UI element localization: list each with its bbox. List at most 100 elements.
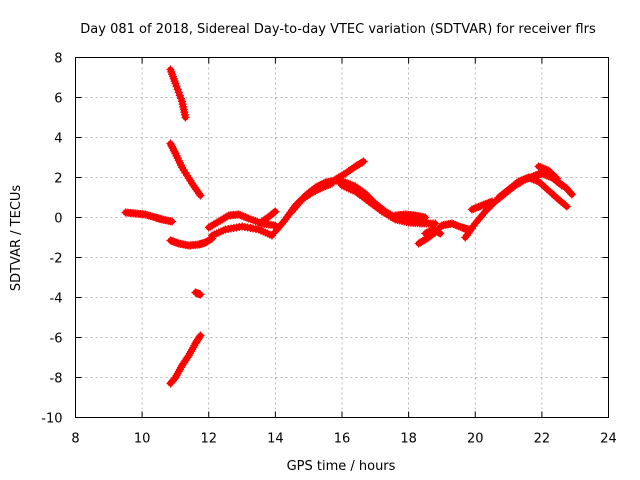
data-point [291, 203, 300, 212]
data-point [477, 211, 486, 220]
x-tick-labels: 8 10 12 14 16 18 20 22 24 [71, 432, 616, 447]
data-point [196, 191, 205, 200]
data-point [204, 223, 213, 232]
data-point [311, 186, 320, 195]
series-arc-a [121, 208, 177, 226]
data-point [476, 213, 485, 222]
series-arc-r [467, 197, 496, 214]
data-point [219, 214, 228, 223]
chart-title: Day 081 of 2018, Sidereal Day-to-day VTE… [80, 22, 596, 37]
data-point [167, 141, 176, 150]
x-tick-label: 8 [71, 432, 79, 447]
data-point [451, 220, 460, 229]
data-point [306, 189, 315, 198]
data-point [321, 182, 330, 191]
data-point [279, 217, 288, 226]
data-point [293, 201, 302, 210]
data-point [238, 211, 247, 220]
y-tick-label: 6 [54, 92, 62, 107]
data-point [319, 182, 328, 191]
data-point [169, 146, 178, 155]
data-point [539, 164, 548, 173]
y-tick-labels: 8 6 4 2 0 -2 -4 -6 -8 -10 [41, 52, 62, 427]
data-point [519, 175, 528, 184]
data-point [239, 212, 248, 221]
data-point [551, 173, 560, 182]
data-point [447, 219, 456, 228]
series-arc-s [494, 173, 571, 211]
data-point [472, 217, 481, 226]
data-point [536, 163, 545, 172]
data-point [454, 222, 463, 231]
data-point [211, 219, 220, 228]
data-point [477, 201, 486, 210]
data-point [206, 222, 215, 231]
data-point [541, 165, 550, 174]
y-tick-label: 8 [54, 52, 62, 67]
data-point [358, 158, 367, 167]
data-point [218, 215, 227, 224]
data-point [467, 205, 476, 214]
data-point [516, 176, 525, 185]
x-tick-label: 14 [267, 432, 284, 447]
y-tick-label: 2 [54, 172, 62, 187]
data-point [562, 202, 571, 211]
data-point [276, 221, 285, 230]
series-arc-e [191, 288, 205, 299]
data-point [537, 163, 546, 172]
data-point [328, 179, 337, 188]
data-point [436, 229, 445, 238]
series-arc-t [534, 162, 561, 183]
x-tick-label: 24 [600, 432, 617, 447]
data-point [208, 221, 217, 230]
data-point [190, 341, 199, 350]
data-point [481, 200, 490, 209]
data-point [274, 223, 283, 232]
data-point [331, 175, 340, 184]
data-point [333, 174, 342, 183]
data-point [294, 199, 303, 208]
data-point [526, 174, 535, 183]
data-point [221, 213, 230, 222]
x-tick-label: 18 [400, 432, 417, 447]
x-tick-label: 20 [467, 432, 484, 447]
data-point [561, 201, 570, 210]
series-arc-h [208, 222, 277, 240]
data-point [168, 144, 177, 153]
data-point [324, 180, 333, 189]
data-point [289, 205, 298, 214]
data-point [531, 176, 540, 185]
data-point [484, 198, 493, 207]
data-point [270, 208, 279, 217]
data-point [278, 219, 287, 228]
data-point [481, 207, 490, 216]
y-tick-label: -2 [50, 252, 63, 267]
data-point [168, 217, 177, 226]
data-point [524, 173, 533, 182]
data-point [338, 171, 346, 180]
data-point [166, 139, 175, 148]
series-arc-n [391, 210, 430, 222]
data-point [326, 180, 335, 189]
data-point [452, 221, 461, 230]
data-point [334, 173, 343, 182]
series-arc-k [288, 179, 337, 216]
y-tick-label: -4 [50, 292, 63, 307]
series-arc-b [166, 65, 190, 122]
data-point [435, 228, 444, 237]
series-arc-i [258, 207, 280, 226]
data-point [196, 331, 205, 340]
series-arc-c [166, 139, 205, 200]
data-point [567, 189, 576, 198]
data-point [552, 174, 561, 183]
y-tick-label: 4 [54, 132, 62, 147]
data-point [479, 200, 488, 209]
data-point [336, 172, 345, 181]
data-point [527, 174, 536, 183]
series-arc-p [421, 225, 445, 238]
x-tick-label: 16 [334, 432, 351, 447]
data-point [567, 190, 576, 199]
data-point [196, 290, 205, 299]
data-point [216, 216, 225, 225]
